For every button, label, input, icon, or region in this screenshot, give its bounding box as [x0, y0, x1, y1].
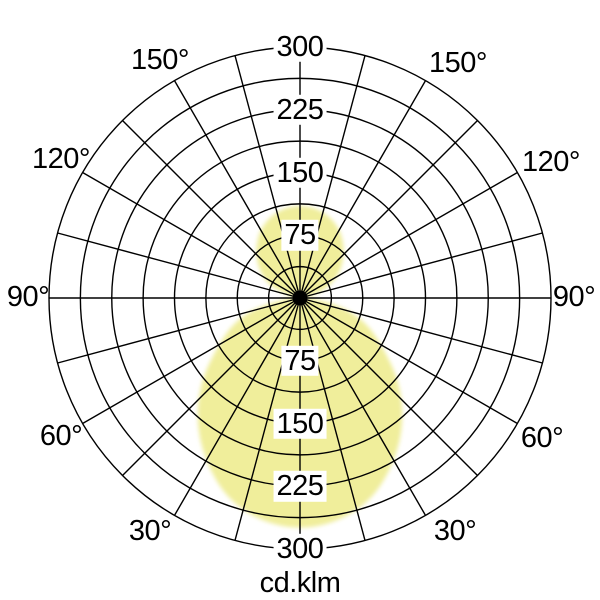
grid-spoke — [234, 297, 301, 541]
radial-tick-label-bottom-300: 300 — [273, 533, 327, 564]
grid-spoke — [299, 171, 518, 299]
unit-label: cd.klm — [259, 566, 341, 599]
grid-spoke — [299, 297, 518, 425]
grid-spoke — [299, 80, 427, 299]
grid-spoke — [299, 120, 478, 299]
angle-label-left-90: 90° — [6, 280, 50, 313]
angle-label-right-150: 150° — [429, 46, 487, 79]
angle-label-left-120: 120° — [32, 142, 90, 175]
angle-label-left-60: 60° — [39, 419, 83, 452]
angle-label-right-60: 60° — [520, 421, 564, 454]
grid-spoke — [299, 297, 366, 541]
center-point — [292, 290, 308, 306]
radial-tick-label-top-75: 75 — [281, 220, 319, 250]
radial-tick-label-top-225: 225 — [273, 94, 327, 125]
angle-label-right-90: 90° — [552, 280, 596, 313]
grid-spoke — [122, 297, 301, 476]
grid-spoke — [57, 297, 301, 364]
radial-tick-label-top-150: 150 — [273, 157, 327, 188]
grid-spoke — [299, 297, 427, 516]
radial-tick-label-bottom-75: 75 — [281, 345, 319, 376]
grid-spoke — [234, 55, 301, 299]
radial-tick-label-top-300: 300 — [273, 31, 327, 62]
grid-spoke — [299, 232, 543, 299]
angle-label-right-30: 30° — [433, 514, 477, 547]
grid-spoke — [82, 171, 301, 299]
angle-label-left-30: 30° — [128, 514, 172, 547]
grid-spoke — [299, 297, 543, 364]
grid-spoke — [173, 80, 301, 299]
grid-spoke — [57, 232, 301, 299]
radial-tick-label-bottom-225: 225 — [273, 471, 327, 501]
angle-label-right-120: 120° — [522, 145, 580, 178]
grid-spoke — [122, 120, 301, 299]
grid-spoke — [299, 297, 478, 476]
angle-label-left-150: 150° — [131, 43, 189, 76]
grid-spoke — [82, 297, 301, 425]
grid-spoke — [173, 297, 301, 516]
grid-spoke — [299, 55, 366, 299]
radial-tick-label-bottom-150: 150 — [273, 408, 327, 439]
